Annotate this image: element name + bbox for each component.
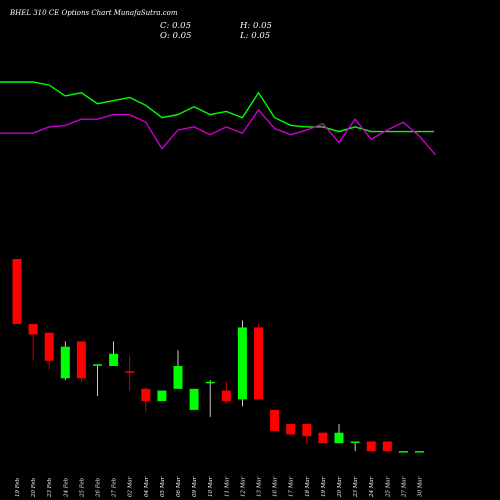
candle-body — [237, 327, 247, 400]
x-tick-label: 17 Mar — [289, 476, 295, 497]
candle — [141, 387, 151, 412]
candle — [173, 350, 183, 389]
candle — [270, 409, 280, 431]
candle — [189, 388, 199, 410]
candle-body — [286, 423, 296, 435]
candle — [254, 323, 263, 400]
candle — [318, 432, 328, 444]
candle-body — [318, 432, 328, 444]
x-tick-label: 12 Mar — [240, 476, 246, 497]
candle-body — [398, 451, 408, 453]
candle-body — [366, 441, 376, 452]
candle-body — [221, 390, 231, 402]
x-tick-label: 06 Mar — [176, 476, 182, 497]
candle-body — [205, 381, 215, 384]
x-tick-label: 23 Mar — [353, 476, 359, 498]
x-tick-label: 11 Mar — [224, 476, 230, 497]
x-tick-label: 19 Feb — [15, 477, 21, 497]
x-tick-label: 27 Mar — [401, 476, 407, 498]
x-tick-label: 23 Feb — [47, 477, 53, 498]
x-tick-label: 25 Feb — [79, 477, 85, 498]
candle-body — [350, 441, 360, 443]
candle-body — [302, 423, 312, 437]
candle — [44, 332, 54, 370]
candle — [221, 381, 231, 403]
x-tick-label: 18 Mar — [305, 476, 311, 497]
x-tick-label: 27 Feb — [112, 477, 118, 498]
candle-body — [157, 390, 167, 402]
x-tick-label: 26 Feb — [96, 477, 102, 498]
candle — [93, 364, 102, 396]
x-tick-label: 13 Mar — [257, 476, 263, 497]
x-tick-label: 19 Mar — [321, 476, 327, 497]
candle-body — [60, 346, 70, 379]
series-line-0 — [0, 81, 434, 133]
x-tick-label: 24 Feb — [63, 477, 69, 498]
candle-body — [93, 364, 102, 366]
candle-body — [189, 388, 199, 410]
candle — [366, 441, 376, 452]
candle — [76, 341, 86, 382]
close-label: C: 0.05 — [160, 21, 191, 31]
x-tick-label: 10 Mar — [208, 476, 214, 497]
x-tick-label: 25 Mar — [385, 476, 391, 498]
x-tick-label: 05 Mar — [160, 476, 166, 497]
candle — [109, 341, 119, 367]
candle — [334, 423, 344, 444]
candle-body — [173, 366, 183, 389]
candle — [157, 390, 167, 402]
open-label: O: 0.05 — [160, 31, 191, 41]
candle — [302, 423, 312, 444]
candle — [125, 355, 135, 391]
candle — [237, 320, 247, 407]
candle-body — [12, 259, 22, 324]
low-label: L: 0.05 — [239, 31, 270, 41]
candle-body — [125, 371, 135, 373]
x-tick-label: 09 Mar — [192, 476, 198, 497]
candle — [12, 259, 22, 324]
candle — [28, 323, 38, 361]
candle-body — [44, 332, 54, 361]
candle-body — [415, 451, 424, 453]
candle — [286, 423, 296, 435]
candle-body — [141, 388, 151, 402]
candle — [205, 380, 215, 417]
candle — [382, 441, 392, 452]
high-label: H: 0.05 — [239, 21, 272, 31]
candle-body — [109, 353, 119, 367]
candle-body — [76, 341, 86, 379]
x-tick-label: 30 Mar — [418, 476, 424, 497]
x-tick-label: 24 Mar — [369, 476, 375, 498]
x-tick-label: 16 Mar — [273, 476, 279, 497]
candle — [60, 341, 70, 381]
candle — [350, 441, 360, 452]
candle-body — [28, 323, 38, 335]
candle-body — [382, 441, 392, 452]
x-tick-label: 04 Mar — [144, 476, 150, 497]
x-tick-label: 02 Mar — [128, 476, 134, 497]
x-tick-label: 20 Mar — [337, 476, 343, 498]
candle — [415, 451, 424, 453]
chart-title: BHEL 310 CE Options Chart MunafaSutra.co… — [9, 9, 178, 17]
series-line-1 — [0, 108, 437, 156]
x-tick-label: 20 Feb — [31, 477, 37, 498]
candle-body — [270, 409, 280, 431]
candle-body — [254, 327, 263, 400]
candle-body — [334, 432, 344, 444]
candle — [398, 451, 408, 453]
